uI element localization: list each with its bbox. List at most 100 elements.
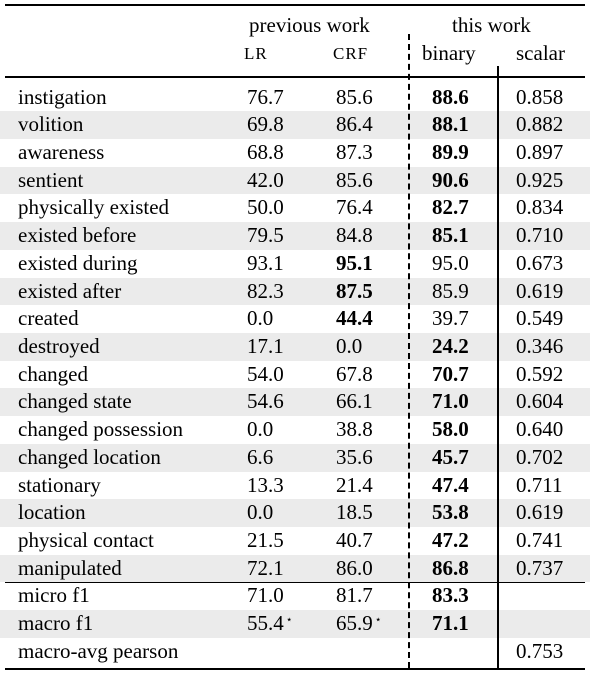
significance-mark: ⋆ [374,614,382,627]
cell-crf: 85.6 [336,84,373,109]
cell-feature: stationary [18,472,101,497]
cell-feature: existed during [18,250,138,275]
cell-binary: 47.2 [432,528,469,553]
cell-feature: existed before [18,223,137,248]
cell-lr: 0.0 [247,500,274,525]
header-scalar: scalar [516,41,565,65]
header-lr: LR [244,44,268,63]
table-row: existed after 82.3 87.5 85.9 0.619 [0,277,590,306]
cell-binary: 88.1 [432,112,469,137]
cell-scalar: 0.858 [516,84,564,109]
header-this-work: this work [452,13,531,37]
cell-binary: 71.1 [432,611,469,636]
cell-lr: 6.6 [247,444,274,469]
cell-scalar: 0.673 [516,250,564,275]
cell-crf: 86.4 [336,112,373,137]
cell-binary: 58.0 [432,417,469,442]
cell-lr: 71.0 [247,583,284,608]
cell-binary: 83.3 [432,583,469,608]
cell-binary: 88.6 [432,84,469,109]
cell-lr: 54.6 [247,389,284,414]
cell-lr: 68.8 [247,139,284,164]
cell-feature: destroyed [18,333,100,358]
cell-feature: changed state [18,389,132,414]
cell-binary: 82.7 [432,195,469,220]
cell-lr: 79.5 [247,223,284,248]
table-row: existed during 93.1 95.1 95.0 0.673 [0,250,590,278]
cell-binary: 53.8 [432,500,469,525]
summary-rule [5,582,585,583]
cell-lr: 21.5 [247,528,284,553]
cell-crf: 81.7 [336,583,373,608]
cell-scalar: 0.834 [516,195,564,220]
table-row: physically existed 50.0 76.4 82.7 0.834 [0,194,590,222]
cell-binary: 47.4 [432,472,469,497]
cell-feature: changed possession [18,417,184,442]
cell-crf: 85.6 [336,167,373,192]
cell-lr: 17.1 [247,333,284,358]
cell-feature: sentient [18,167,84,192]
header-rule [5,76,585,78]
cell-feature: macro-avg pearson [18,638,179,663]
cell-crf: 44.4 [336,306,373,331]
cell-scalar: 0.711 [516,472,563,497]
cell-crf: 21.4 [336,472,373,497]
table-row: volition 69.8 86.4 88.1 0.882 [0,111,590,139]
table-row: micro f1 71.0 81.7 83.3 [0,582,590,610]
cell-scalar: 0.925 [516,167,564,192]
table-row: macro f1 55.4 ⋆ 65.9 ⋆ 71.1 [0,610,590,638]
cell-feature: micro f1 [18,583,90,608]
binary-scalar-divider [497,66,499,668]
significance-mark: ⋆ [285,614,293,627]
table-row: manipulated 72.1 86.0 86.8 0.737 [0,554,590,583]
header-crf: CRF [333,44,369,63]
cell-scalar: 0.741 [516,528,564,553]
cell-scalar: 0.737 [516,555,564,580]
cell-feature: created [18,306,79,331]
cell-scalar: 0.710 [516,223,564,248]
cell-feature: physical contact [18,528,154,553]
top-rule [5,4,585,6]
cell-scalar: 0.640 [516,417,564,442]
cell-lr: 76.7 [247,84,284,109]
cell-feature: physically existed [18,195,170,220]
cell-crf: 87.3 [336,139,373,164]
cell-crf: 66.1 [336,389,373,414]
cell-binary: 71.0 [432,389,469,414]
cell-crf: 86.0 [336,555,373,580]
table-row: physical contact 21.5 40.7 47.2 0.741 [0,527,590,555]
cell-scalar: 0.346 [516,333,564,358]
bottom-rule [5,668,585,670]
cell-scalar: 0.549 [516,306,564,331]
table-row: changed state 54.6 66.1 71.0 0.604 [0,388,590,417]
cell-crf: 65.9 ⋆ [336,611,382,636]
cell-lr: 82.3 [247,278,284,303]
cell-binary: 90.6 [432,167,469,192]
cell-scalar: 0.897 [516,139,564,164]
table-row: destroyed 17.1 0.0 24.2 0.346 [0,332,590,361]
header-previous-work: previous work [249,13,370,37]
cell-scalar: 0.619 [516,500,564,525]
cell-feature: instigation [18,84,107,109]
table-row: existed before 79.5 84.8 85.1 0.710 [0,222,590,250]
cell-crf: 18.5 [336,500,373,525]
cell-feature: manipulated [18,555,122,580]
cell-feature: changed location [18,444,161,469]
cell-crf: 35.6 [336,444,373,469]
cell-binary: 95.0 [432,250,469,275]
table-row: location 0.0 18.5 53.8 0.619 [0,499,590,527]
cell-crf: 84.8 [336,223,373,248]
cell-lr: 54.0 [247,361,284,386]
table-row: changed 54.0 67.8 70.7 0.592 [0,361,590,389]
cell-lr: 93.1 [247,250,284,275]
cell-lr: 0.0 [247,417,274,442]
cell-lr: 0.0 [247,306,274,331]
cell-feature: changed [18,361,88,386]
cell-scalar: 0.882 [516,112,564,137]
cell-lr: 69.8 [247,112,284,137]
cell-feature: volition [18,112,84,137]
cell-scalar: 0.592 [516,361,564,386]
cell-binary: 86.8 [432,555,469,580]
cell-crf: 38.8 [336,417,373,442]
